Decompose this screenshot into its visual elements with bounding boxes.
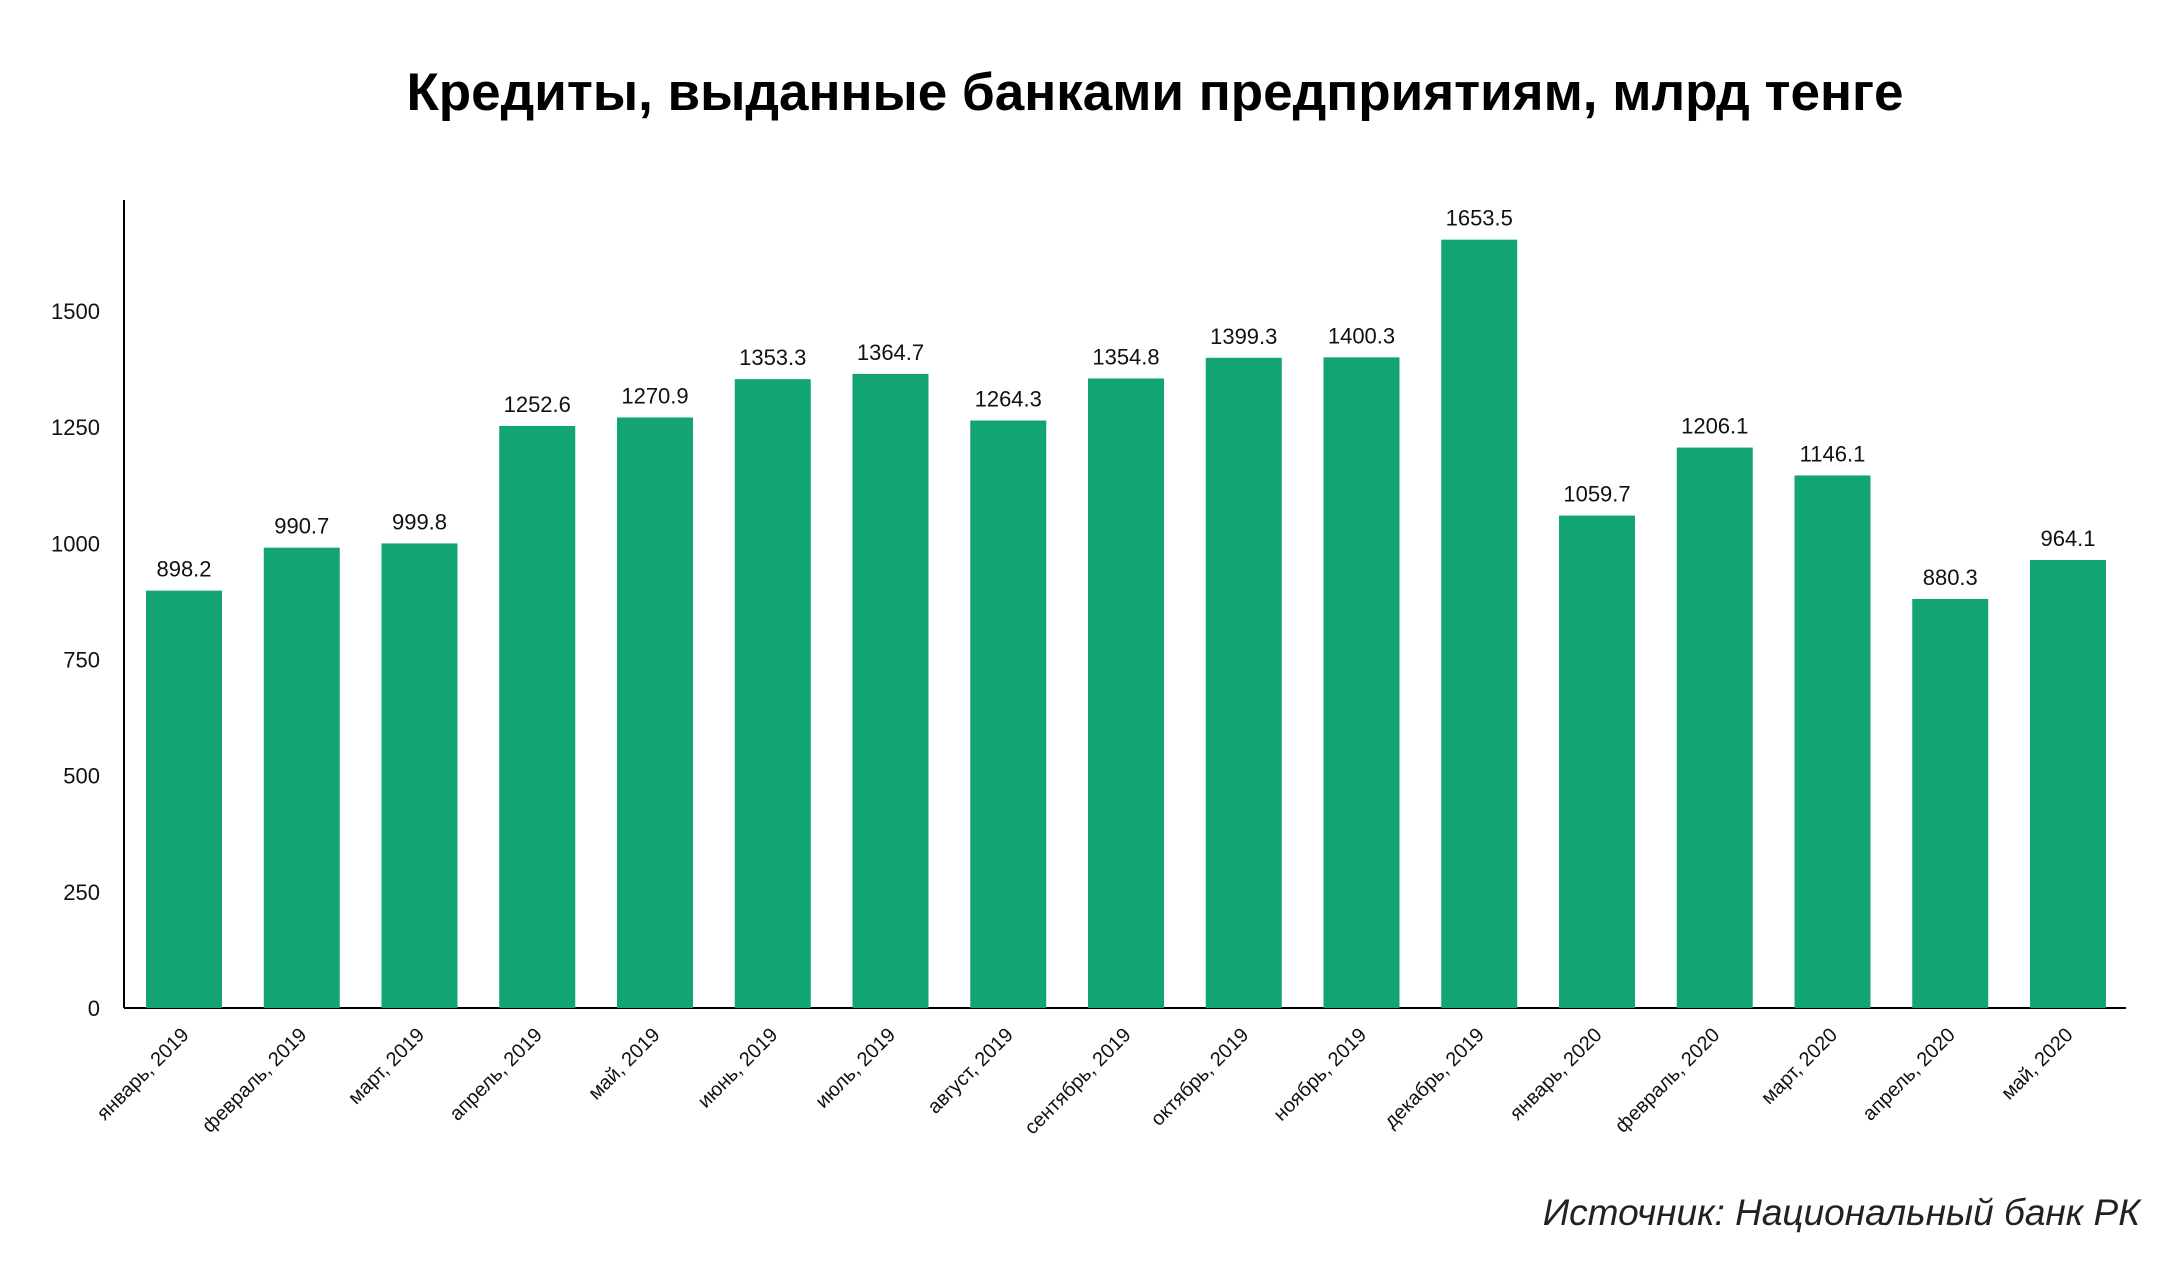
y-tick-label: 1250 xyxy=(51,415,100,440)
x-tick-label: декабрь, 2019 xyxy=(1380,1024,1489,1133)
x-tick-label: апрель, 2019 xyxy=(446,1024,547,1125)
x-tick-label: июнь, 2019 xyxy=(694,1024,783,1113)
x-tick-label: январь, 2020 xyxy=(1506,1024,1607,1125)
y-tick-label: 1000 xyxy=(51,531,100,556)
x-tick-label: февраль, 2019 xyxy=(198,1024,311,1137)
x-tick-label: март, 2020 xyxy=(1757,1024,1842,1109)
x-tick-label: август, 2019 xyxy=(923,1024,1017,1118)
bar xyxy=(146,590,222,1008)
data-label: 964.1 xyxy=(2040,526,2095,551)
bar xyxy=(1912,598,1989,1008)
data-label: 1354.8 xyxy=(1092,344,1159,369)
data-label: 1270.9 xyxy=(621,383,688,408)
x-tick-label: март, 2019 xyxy=(344,1024,429,1109)
data-label: 999.8 xyxy=(392,509,447,534)
data-label: 1206.1 xyxy=(1681,414,1748,439)
chart-title: Кредиты, выданные банками предприятиям, … xyxy=(406,63,1904,122)
bar xyxy=(1205,357,1282,1008)
y-tick-label: 1500 xyxy=(51,299,100,324)
data-label: 1364.7 xyxy=(857,340,924,365)
x-tick-label: сентябрь, 2019 xyxy=(1020,1024,1135,1139)
data-label: 1264.3 xyxy=(975,387,1042,412)
bar xyxy=(263,547,340,1008)
y-tick-label: 0 xyxy=(88,996,100,1021)
bar xyxy=(1794,475,1871,1008)
data-label: 1400.3 xyxy=(1328,323,1395,348)
bar xyxy=(2030,560,2106,1008)
data-label: 880.3 xyxy=(1923,565,1978,590)
x-tick-label: январь, 2019 xyxy=(93,1024,194,1125)
bar xyxy=(970,420,1047,1008)
bar xyxy=(852,373,929,1008)
source-note: Источник: Национальный банк РК xyxy=(1542,1192,2140,1233)
y-tick-label: 250 xyxy=(63,880,100,905)
bar xyxy=(734,379,811,1008)
x-tick-label: ноябрь, 2019 xyxy=(1269,1024,1371,1126)
data-label: 1653.5 xyxy=(1446,206,1513,231)
data-label: 1252.6 xyxy=(504,392,571,417)
x-tick-label: октябрь, 2019 xyxy=(1147,1024,1254,1131)
data-label: 1353.3 xyxy=(739,345,806,370)
bar xyxy=(1441,239,1518,1009)
bar xyxy=(1676,447,1753,1008)
x-tick-label: июль, 2019 xyxy=(811,1024,900,1113)
data-label: 898.2 xyxy=(156,557,211,582)
data-label: 1059.7 xyxy=(1563,482,1630,507)
bar xyxy=(381,543,458,1008)
data-label: 990.7 xyxy=(274,514,329,539)
y-tick-label: 750 xyxy=(63,648,100,673)
bar xyxy=(1088,378,1164,1008)
bar xyxy=(1559,515,1635,1008)
x-tick-label: февраль, 2020 xyxy=(1611,1024,1724,1137)
bar xyxy=(617,417,693,1008)
data-label: 1146.1 xyxy=(1800,441,1866,466)
x-tick-label: май, 2019 xyxy=(584,1024,664,1104)
bar xyxy=(499,425,576,1009)
data-label: 1399.3 xyxy=(1210,324,1277,349)
x-tick-label: май, 2020 xyxy=(1997,1024,2077,1104)
x-tick-label: апрель, 2020 xyxy=(1859,1024,1960,1125)
bar xyxy=(1323,357,1400,1008)
y-tick-label: 500 xyxy=(63,764,100,789)
